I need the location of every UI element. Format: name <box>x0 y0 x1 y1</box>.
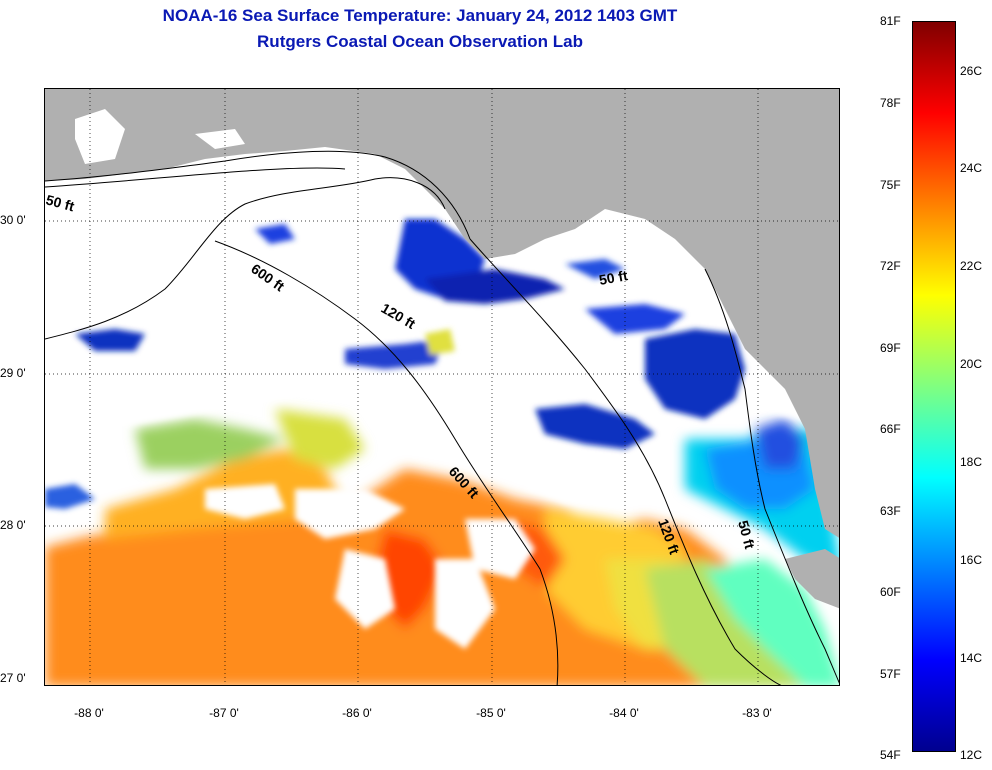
lon-label-87: -87 0' <box>209 706 239 720</box>
colorbar-f-78: 78F <box>880 96 901 110</box>
contour-label-bay-50: 50 ft <box>598 267 629 288</box>
lon-label-88: -88 0' <box>74 706 104 720</box>
graticule <box>45 89 839 685</box>
lon-label-84: -84 0' <box>609 706 639 720</box>
map-subtitle: Rutgers Coastal Ocean Observation Lab <box>257 32 583 51</box>
lon-label-86: -86 0' <box>342 706 372 720</box>
contour-label-east-50: 50 ft <box>735 519 758 551</box>
colorbar-c-18: 18C <box>960 455 983 469</box>
colorbar-c-24: 24C <box>960 161 983 175</box>
colorbar-c-26: 26C <box>960 64 983 78</box>
lat-label-28: 28 0' <box>0 518 26 532</box>
colorbar-f-60: 60F <box>880 585 901 599</box>
colorbar-f-63: 63F <box>880 504 901 518</box>
temperature-colorbar <box>912 21 956 752</box>
lat-label-27: 27 0' <box>0 671 26 685</box>
colorbar-f-54: 54F <box>880 748 901 762</box>
colorbar-f-69: 69F <box>880 341 901 355</box>
colorbar-c-22: 22C <box>960 259 983 273</box>
lon-label-83: -83 0' <box>742 706 772 720</box>
colorbar-f-75: 75F <box>880 178 901 192</box>
colorbar-c-16: 16C <box>960 553 983 567</box>
map-canvas: 50 ft 600 ft 120 ft 50 ft 600 ft 120 ft … <box>45 89 839 685</box>
sst-map: 50 ft 600 ft 120 ft 50 ft 600 ft 120 ft … <box>44 88 840 686</box>
colorbar-c-14: 14C <box>960 651 983 665</box>
colorbar-c-20: 20C <box>960 357 983 371</box>
colorbar-f-81: 81F <box>880 14 901 28</box>
colorbar-f-57: 57F <box>880 667 901 681</box>
contour-label-nw-50: 50 ft <box>45 191 76 214</box>
lon-label-85: -85 0' <box>476 706 506 720</box>
lat-label-29: 29 0' <box>0 366 26 380</box>
colorbar-f-66: 66F <box>880 422 901 436</box>
depth-contours <box>45 150 839 685</box>
sst-warm-water <box>45 409 839 685</box>
map-title: NOAA-16 Sea Surface Temperature: January… <box>162 6 678 25</box>
colorbar-f-72: 72F <box>880 259 901 273</box>
colorbar-c-12: 12C <box>960 748 983 762</box>
lat-label-30: 30 0' <box>0 213 26 227</box>
sst-cold-patches <box>45 219 745 509</box>
land-mass <box>45 89 839 609</box>
